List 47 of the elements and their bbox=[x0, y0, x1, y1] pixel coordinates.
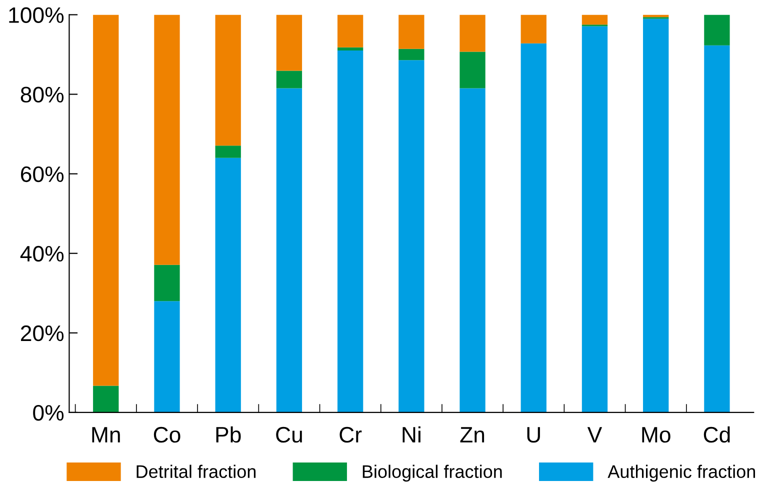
bar bbox=[215, 158, 241, 412]
bar bbox=[704, 45, 730, 412]
bar bbox=[337, 47, 364, 51]
bar bbox=[154, 301, 180, 412]
x-tick-label: Cu bbox=[276, 426, 302, 443]
y-tick-label: 80% bbox=[20, 86, 64, 103]
y-tick-label: 100% bbox=[9, 7, 64, 23]
legend-label: Detrital fraction bbox=[136, 464, 256, 478]
bar bbox=[643, 18, 669, 412]
y-tick-label: 40% bbox=[20, 246, 64, 262]
x-tick-label: Ni bbox=[402, 426, 420, 442]
x-tick-label: V bbox=[587, 427, 602, 442]
legend-label: Authigenic fraction bbox=[608, 464, 756, 482]
bar bbox=[582, 14, 608, 25]
bar bbox=[460, 52, 486, 88]
bar bbox=[398, 60, 424, 412]
bar bbox=[215, 14, 241, 146]
x-tick-label: Mn bbox=[92, 427, 120, 442]
bar bbox=[520, 43, 546, 412]
bar bbox=[215, 146, 241, 158]
x-tick-label: Pb bbox=[216, 426, 241, 443]
bar bbox=[398, 14, 424, 49]
bar bbox=[276, 88, 302, 412]
y-tick-label: 20% bbox=[20, 325, 64, 342]
bar bbox=[337, 50, 364, 412]
bar bbox=[154, 264, 180, 302]
bar bbox=[93, 14, 119, 386]
bar bbox=[93, 386, 119, 412]
bar bbox=[276, 14, 302, 71]
bar bbox=[276, 70, 302, 88]
x-tick-label: Co bbox=[154, 426, 180, 443]
legend-label: Biological fraction bbox=[362, 464, 502, 482]
y-tick-label: 0% bbox=[33, 404, 64, 421]
y-tick-label: 60% bbox=[21, 166, 64, 182]
bar bbox=[398, 48, 424, 60]
bar bbox=[460, 88, 486, 412]
bar bbox=[582, 26, 608, 412]
bar bbox=[337, 14, 364, 48]
bar bbox=[154, 14, 180, 265]
bar bbox=[704, 14, 730, 46]
bar bbox=[520, 14, 546, 44]
x-tick-label: Mo bbox=[642, 427, 670, 443]
x-tick-label: Cr bbox=[340, 426, 362, 443]
bar bbox=[460, 14, 486, 52]
x-tick-label: Cd bbox=[704, 426, 730, 443]
x-tick-label: U bbox=[527, 427, 540, 443]
x-tick-label: Zn bbox=[460, 427, 484, 442]
